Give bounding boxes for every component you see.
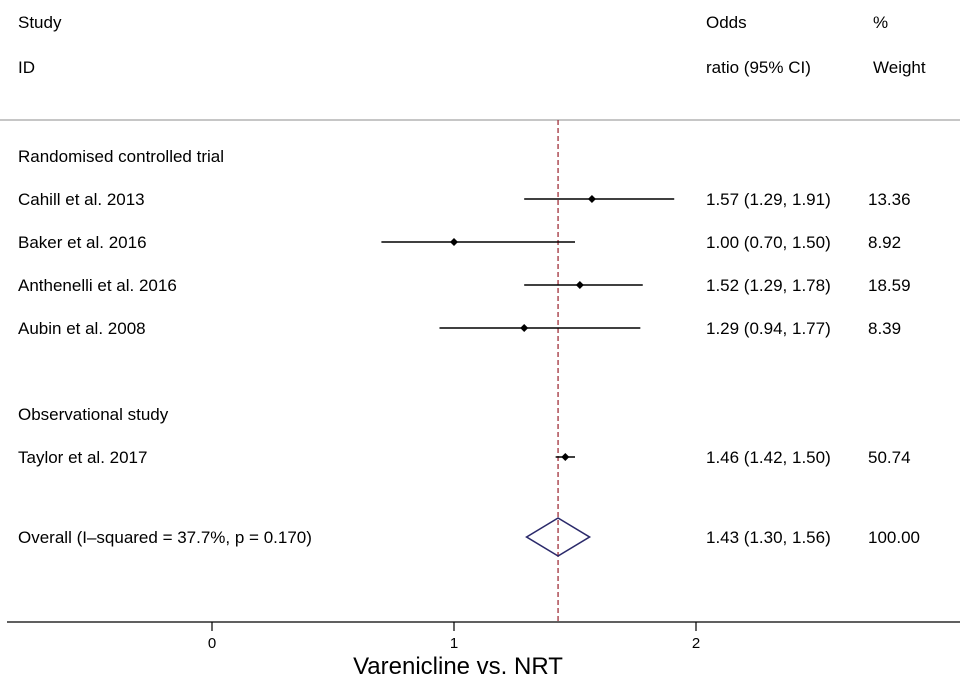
study-name: Aubin et al. 2008 (18, 319, 146, 338)
odds-ratio-ci: 1.29 (0.94, 1.77) (706, 319, 831, 338)
x-tick-label: 2 (692, 635, 700, 652)
header-study: Study (18, 13, 62, 32)
group-label: Observational study (18, 405, 169, 424)
point-estimate (561, 453, 570, 461)
odds-ratio-ci: 1.57 (1.29, 1.91) (706, 190, 831, 209)
header-odds: Odds (706, 13, 747, 32)
weight-value: 8.39 (868, 319, 901, 338)
weight-value: 13.36 (868, 190, 911, 209)
overall-odds-ratio-ci: 1.43 (1.30, 1.56) (706, 528, 831, 547)
weight-value: 50.74 (868, 448, 911, 467)
x-axis-title: Varenicline vs. NRT (353, 653, 563, 680)
point-estimate (587, 195, 596, 203)
study-name: Baker et al. 2016 (18, 233, 147, 252)
point-estimate (450, 238, 458, 246)
weight-value: 18.59 (868, 276, 911, 295)
study-name: Anthenelli et al. 2016 (18, 276, 177, 295)
x-tick-label: 1 (450, 635, 458, 652)
overall-label: Overall (I–squared = 37.7%, p = 0.170) (18, 528, 312, 547)
x-tick-label: 0 (208, 635, 216, 652)
header-id: ID (18, 58, 35, 77)
forest-rows: Randomised controlled trial Cahill et al.… (18, 120, 920, 622)
odds-ratio-ci: 1.00 (0.70, 1.50) (706, 233, 831, 252)
header-weight: Weight (873, 58, 926, 77)
x-ticks: 0 1 2 (208, 622, 700, 652)
overall-weight: 100.00 (868, 528, 920, 547)
study-name: Cahill et al. 2013 (18, 190, 145, 209)
point-estimate (520, 324, 529, 332)
header-percent: % (873, 13, 888, 32)
overall-diamond (525, 517, 592, 557)
odds-ratio-ci: 1.46 (1.42, 1.50) (706, 448, 831, 467)
group-label: Randomised controlled trial (18, 147, 224, 166)
weight-value: 8.92 (868, 233, 901, 252)
odds-ratio-ci: 1.52 (1.29, 1.78) (706, 276, 831, 295)
header-ratio-ci: ratio (95% CI) (706, 58, 811, 77)
point-estimate (575, 281, 584, 289)
study-name: Taylor et al. 2017 (18, 448, 147, 467)
